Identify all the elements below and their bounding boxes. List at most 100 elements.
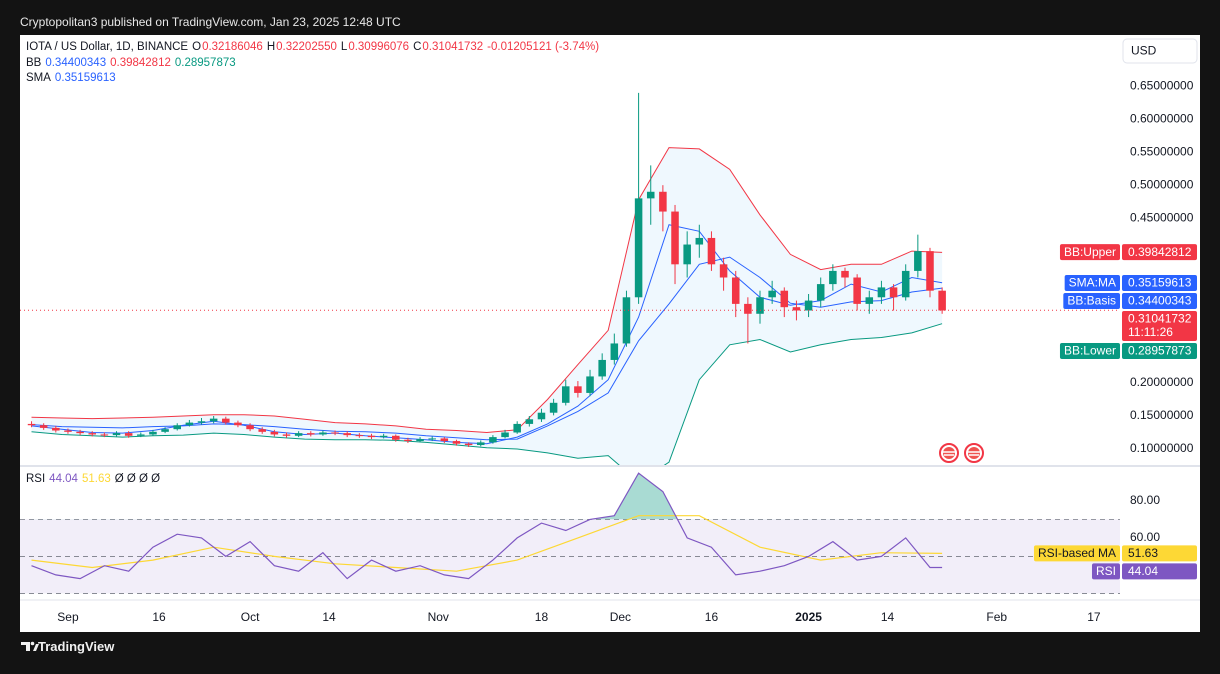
candle-body (307, 433, 315, 435)
indicator-line (31, 224, 943, 445)
candle-body (258, 429, 266, 432)
x-tick-label: 17 (1087, 610, 1101, 624)
indicator-name: BB (26, 56, 42, 69)
candle-body (646, 191, 655, 199)
price-tag-countdown: 11:11:26 (1128, 325, 1173, 339)
indicator-name: RSI (26, 473, 46, 485)
y-tick-label: 0.65000000 (1130, 78, 1194, 92)
indicator-value: 0.34400343 (45, 56, 107, 69)
candle-body (586, 376, 594, 393)
ohlc-key: H (266, 41, 276, 53)
indicator-value: 44.04 (49, 473, 78, 485)
name-tag (1063, 293, 1120, 310)
candle-body (88, 433, 97, 435)
candle-body (537, 412, 546, 420)
x-tick-label: Oct (241, 610, 260, 624)
candle-body (671, 211, 679, 265)
candle-body (404, 439, 412, 442)
name-tag-label: SMA:MA (1069, 276, 1116, 290)
candle-body (816, 284, 825, 301)
candle-body (889, 287, 898, 298)
candle-body (841, 270, 849, 278)
indicator-value: 51.63 (81, 473, 111, 485)
placeholders: Ø Ø Ø Ø (114, 473, 161, 485)
candle-body (64, 430, 72, 432)
y-tick-label: 0.20000000 (1130, 375, 1194, 389)
candle-body (185, 422, 194, 426)
name-tag-label: RSI-based MA (1038, 546, 1116, 560)
currency-button[interactable] (1122, 38, 1198, 64)
candle-body (161, 429, 169, 432)
candle-body (100, 434, 109, 436)
candle-body (416, 439, 424, 442)
candle-body (392, 435, 400, 440)
candle-body (124, 433, 133, 436)
indicator-line (31, 323, 943, 465)
event-icons (939, 443, 984, 463)
ohlc-key: L (340, 41, 348, 53)
ohlc-key: C (413, 41, 422, 53)
x-tick-label: Dec (610, 610, 631, 624)
price-tag (1122, 275, 1197, 292)
ohlc-value: 0.31041732 (422, 41, 484, 53)
candle-body (173, 425, 181, 430)
candle-body (476, 442, 485, 446)
name-tag (1059, 244, 1120, 261)
name-tag (1091, 563, 1120, 580)
indicator-line (31, 256, 943, 441)
price-tag-value: 0.39842812 (1128, 245, 1192, 259)
candle-body (112, 433, 121, 436)
name-tag-label: RSI (1096, 564, 1116, 578)
candle-body (39, 425, 48, 428)
candle-body (440, 438, 449, 442)
x-tick-label: Feb (986, 610, 1007, 624)
y-tick-label: 0.60000000 (1130, 111, 1194, 125)
candle-body (926, 251, 934, 291)
indicator-line (31, 515, 943, 572)
y-tick-label: 0.15000000 (1130, 408, 1194, 422)
ohlc-value: 0.32186046 (202, 41, 263, 53)
candle-body (52, 427, 60, 431)
candle-body (137, 434, 145, 436)
y-tick-label: 0.50000000 (1130, 177, 1194, 191)
candle-body (27, 423, 36, 426)
y-tick-label: 60.00 (1130, 530, 1160, 544)
price-tag-value: 0.34400343 (1128, 294, 1192, 308)
currency-label: USD (1131, 44, 1157, 58)
x-tick-label: 14 (881, 610, 895, 624)
name-tag-label: BB:Upper (1064, 245, 1116, 259)
candle-body (561, 386, 570, 403)
candle-body (501, 432, 509, 438)
x-tick-label: 16 (705, 610, 719, 624)
x-tick-label: 14 (322, 610, 336, 624)
band-fill (31, 147, 943, 465)
candle-body (197, 421, 206, 423)
candle-body (756, 297, 764, 314)
candle-body (731, 277, 740, 304)
name-tag (1059, 343, 1120, 360)
price-legend: IOTA / US Dollar, 1D, BINANCE O0.32186046… (26, 40, 603, 87)
candle-body (659, 191, 667, 212)
candle-body (294, 433, 303, 436)
price-tag-value: 51.63 (1128, 546, 1158, 560)
candle-body (513, 423, 521, 433)
candle-body (319, 432, 327, 435)
candle-body (695, 237, 704, 245)
indicator-line (31, 472, 943, 580)
ohlc-value: 0.32202550 (276, 41, 337, 53)
candle-body (610, 343, 619, 360)
indicator-value: 0.39842812 (110, 56, 171, 69)
candle-body (768, 290, 776, 298)
candle-body (489, 437, 497, 443)
candle-body (853, 277, 861, 304)
name-tag (1033, 545, 1120, 562)
candle-body (464, 443, 473, 446)
candle-body (209, 418, 218, 422)
candle-body (901, 270, 910, 298)
name-tag-label: BB:Basis (1067, 294, 1116, 308)
x-tick-label: 2025 (795, 610, 822, 624)
candle-body (780, 290, 789, 308)
candle-body (355, 435, 364, 437)
price-tag-value: 0.28957873 (1128, 344, 1192, 358)
